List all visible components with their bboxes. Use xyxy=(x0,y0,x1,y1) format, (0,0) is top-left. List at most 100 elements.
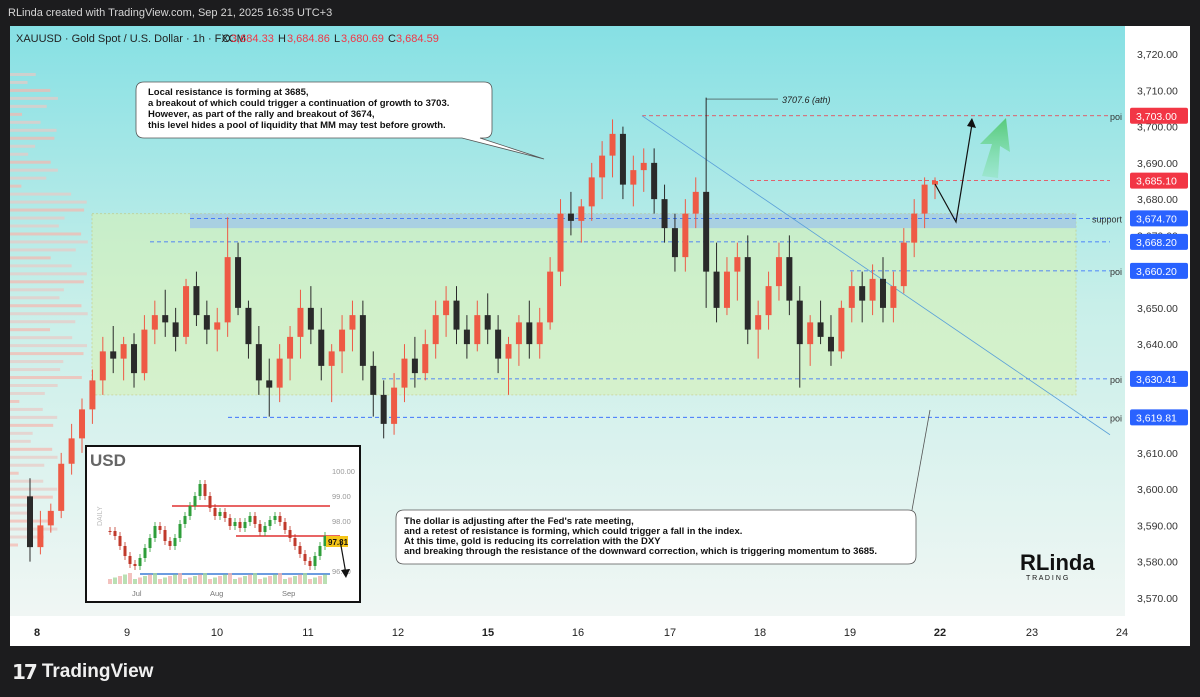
y-tick-label: 3,640.00 xyxy=(1137,339,1178,351)
x-tick-label: 23 xyxy=(1026,627,1038,639)
x-tick-label: 16 xyxy=(572,627,584,639)
y-tick-label: 3,590.00 xyxy=(1137,520,1178,532)
candle-body xyxy=(432,315,439,345)
y-tick-label: 3,650.00 xyxy=(1137,303,1178,315)
profile-bar xyxy=(10,399,20,403)
inset-volume-bar xyxy=(128,573,132,584)
profile-bar xyxy=(10,447,53,451)
profile-bar xyxy=(10,304,82,308)
candle-body xyxy=(703,191,710,272)
candle-body xyxy=(37,525,44,548)
level-side-label: poi xyxy=(1110,267,1122,277)
inset-volume-bar xyxy=(208,579,212,584)
profile-bar xyxy=(10,184,22,188)
inset-candle-body xyxy=(308,561,312,566)
brand-name: RLinda xyxy=(1020,550,1095,575)
y-tick-label: 3,710.00 xyxy=(1137,85,1178,97)
y-tick-label: 3,580.00 xyxy=(1137,557,1178,569)
candle-body xyxy=(567,213,574,221)
inset-candle-body xyxy=(178,524,182,538)
inset-candle-body xyxy=(158,526,162,530)
inset-volume-bar xyxy=(293,576,297,584)
inset-candle-body xyxy=(148,538,152,548)
profile-bar xyxy=(10,543,18,547)
candle-body xyxy=(578,206,585,221)
symbol-title: XAUUSD · Gold Spot / U.S. Dollar · 1h · … xyxy=(16,33,246,45)
inset-x-tick: Aug xyxy=(210,589,223,598)
x-tick-label: 24 xyxy=(1116,627,1128,639)
candle-body xyxy=(120,344,127,359)
inset-volume-bar xyxy=(268,576,272,584)
inset-volume-bar xyxy=(253,573,257,584)
profile-bar xyxy=(10,168,58,172)
y-tick-label: 3,600.00 xyxy=(1137,484,1178,496)
usd-inset: USD DAILY 100.00 99.00 98.00 96.00 Jul Aug Sep 97… xyxy=(85,445,361,603)
x-tick-label: 12 xyxy=(392,627,404,639)
profile-bar xyxy=(10,360,64,364)
candle-body xyxy=(287,336,294,359)
x-tick-label: 18 xyxy=(754,627,766,639)
inset-volume-bar xyxy=(198,574,202,584)
x-tick-label: 10 xyxy=(211,627,223,639)
candle-body xyxy=(588,177,595,207)
candle-body xyxy=(505,344,512,359)
inset-volume-bar xyxy=(168,576,172,584)
inset-volume-bar xyxy=(163,577,167,584)
inset-candle-body xyxy=(253,516,257,524)
footer-bar: 17 TradingView xyxy=(0,646,1200,697)
candle-body xyxy=(890,286,897,308)
candle-body xyxy=(484,315,491,330)
candle-body xyxy=(671,228,678,258)
y-tick-label: 3,610.00 xyxy=(1137,448,1178,460)
profile-bar xyxy=(10,527,58,531)
price-tag-label: 3,703.00 xyxy=(1136,111,1177,123)
profile-bar xyxy=(10,376,82,380)
inset-candle-body xyxy=(298,546,302,554)
inset-volume-bar xyxy=(158,579,162,584)
y-tick-label: 3,570.00 xyxy=(1137,593,1178,605)
xauusd-chart[interactable]: 3707.6 (ath) 3,570.00 3,580.00 3,590.00 3,6… xyxy=(10,26,1190,646)
low-value: 3,680.69 xyxy=(341,33,384,45)
top-note-line-2: a breakout of which could trigger a cont… xyxy=(148,98,449,109)
profile-bar xyxy=(10,535,44,539)
ath-label: 3707.6 (ath) xyxy=(782,95,831,105)
candle-body xyxy=(536,322,543,345)
inset-candle-body xyxy=(288,530,292,538)
candle-body xyxy=(193,286,200,316)
bottom-note-line-1: The dollar is adjusting after the Fed's … xyxy=(404,516,634,527)
inset-y-tick: 98.00 xyxy=(332,517,351,526)
candle-body xyxy=(58,463,65,511)
profile-bar xyxy=(10,479,44,483)
x-axis-panel xyxy=(10,616,1190,646)
profile-bar xyxy=(10,152,29,156)
x-tick-label: 22 xyxy=(934,627,946,639)
bottom-note-line-2: and a retest of resistance is forming, w… xyxy=(404,526,742,537)
candle-body xyxy=(391,387,398,424)
tradingview-mark-icon: 17 xyxy=(12,660,38,684)
profile-bar xyxy=(10,312,88,316)
profile-bar xyxy=(10,96,58,100)
level-side-label: poi xyxy=(1110,375,1122,385)
high-value: 3,684.86 xyxy=(287,33,330,45)
chart-area[interactable]: 3707.6 (ath) 3,570.00 3,580.00 3,590.00 3,6… xyxy=(10,26,1190,646)
inset-volume-bar xyxy=(193,576,197,584)
inset-volume-bar xyxy=(123,574,127,584)
candle-body xyxy=(495,329,502,359)
inset-y-tick: 96.00 xyxy=(332,567,351,576)
candle-body xyxy=(99,351,106,381)
inset-candle-body xyxy=(128,556,132,564)
tradingview-logo[interactable]: 17 TradingView xyxy=(12,660,153,684)
candle-body xyxy=(807,322,814,345)
profile-bar xyxy=(10,224,59,228)
profile-bar xyxy=(10,455,58,459)
inset-y-tick: 99.00 xyxy=(332,492,351,501)
top-note-line-1: Local resistance is forming at 3685, xyxy=(148,87,309,98)
x-tick-label: 8 xyxy=(34,627,40,639)
inset-y-tick: 100.00 xyxy=(332,467,355,476)
inset-candle-body xyxy=(188,506,192,516)
top-note-line-4: this level hides a pool of liquidity tha… xyxy=(148,120,446,131)
inset-candle-body xyxy=(323,536,327,546)
candle-body xyxy=(68,438,75,464)
inset-candle-body xyxy=(193,496,197,506)
inset-volume-bar xyxy=(218,576,222,584)
